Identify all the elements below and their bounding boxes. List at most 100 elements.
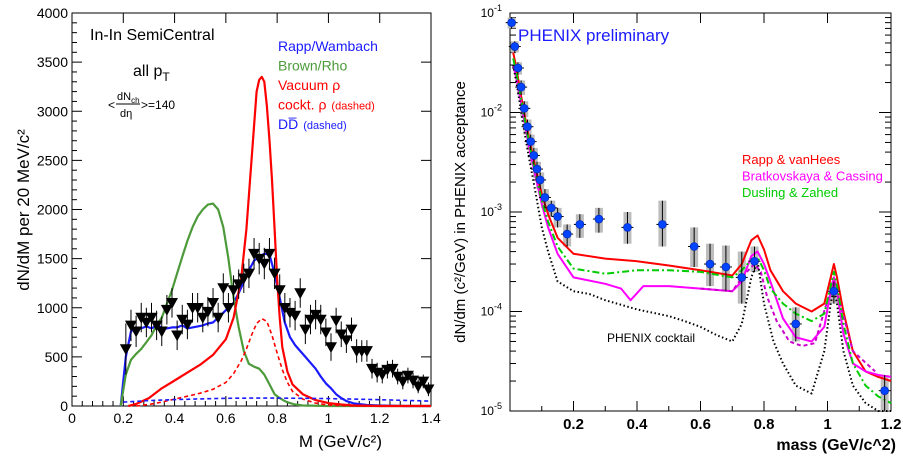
left-data-point bbox=[412, 381, 425, 393]
left-ylabel: dN/dM per 20 MeV/c² bbox=[14, 129, 33, 291]
left-legend: Rapp/Wambach Brown/Rho Vacuum ρ cockt. ρ (da… bbox=[278, 38, 378, 132]
right-data-point bbox=[594, 214, 604, 224]
left-data-point bbox=[335, 329, 348, 341]
left-data-point bbox=[150, 320, 163, 332]
left-data-point bbox=[232, 279, 245, 291]
left-x-tick-label: 1.4 bbox=[421, 410, 441, 426]
right-data-point bbox=[513, 63, 523, 73]
left-data-point bbox=[212, 312, 225, 324]
left-y-tick-label: 0 bbox=[60, 398, 68, 414]
right-x-tick-label: 0.8 bbox=[754, 416, 775, 433]
right-data-point bbox=[523, 122, 532, 131]
left-data-point bbox=[273, 285, 286, 297]
left-data-point bbox=[201, 306, 214, 318]
left-data-point bbox=[324, 342, 337, 354]
left-data-point bbox=[319, 327, 332, 339]
left-data-point bbox=[360, 346, 373, 357]
right-data-point bbox=[532, 164, 542, 174]
left-x-tick-label: 1 bbox=[325, 410, 333, 426]
left-series-layer bbox=[119, 75, 435, 408]
right-y-tick-label: 10-3 bbox=[481, 202, 502, 219]
right-data-point bbox=[529, 151, 539, 160]
right-data-point bbox=[658, 220, 667, 229]
right-legend-entry: Bratkovskaya & Cassing bbox=[742, 169, 883, 184]
left-data-point bbox=[196, 312, 209, 324]
left-legend-entry: Brown/Rho bbox=[278, 58, 347, 74]
left-data-point bbox=[299, 324, 312, 336]
left-data-point bbox=[396, 376, 409, 388]
right-data-point bbox=[737, 273, 747, 282]
left-data-point bbox=[130, 326, 143, 338]
left-axes: 0 0.2 0.4 0.6 0.8 1 1.2 1.4 0 500 1000 1500 2000 2500… bbox=[37, 5, 441, 426]
right-data-point bbox=[721, 262, 731, 272]
left-data-point bbox=[263, 248, 276, 260]
right-data-point bbox=[535, 175, 545, 185]
left-series-line bbox=[119, 202, 431, 408]
left-series-line bbox=[136, 317, 431, 407]
left-data-point bbox=[330, 315, 343, 327]
left-data-point bbox=[376, 369, 389, 381]
right-series-line bbox=[512, 64, 891, 412]
left-data-point bbox=[304, 314, 317, 326]
annotation-system: In-In SemiCentral bbox=[90, 27, 215, 44]
right-title: PHENIX preliminary bbox=[518, 26, 670, 45]
left-y-tick-label: 3500 bbox=[37, 54, 68, 70]
right-data-point bbox=[705, 259, 715, 269]
left-data-point bbox=[181, 319, 194, 331]
right-data-point bbox=[750, 256, 759, 266]
left-data-point bbox=[222, 302, 235, 314]
annotation-cocktail: PHENIX cocktail bbox=[607, 331, 695, 345]
left-data-point bbox=[422, 384, 435, 396]
right-data-point bbox=[526, 137, 535, 146]
right-x-tick-label: 0.6 bbox=[690, 416, 711, 433]
left-data-point bbox=[155, 326, 168, 338]
right-data-point bbox=[507, 18, 516, 27]
right-data-point bbox=[829, 286, 839, 296]
annotation-pt: all pT bbox=[133, 63, 170, 84]
left-data-point bbox=[160, 304, 173, 316]
right-plot-frame bbox=[509, 12, 892, 412]
mult-open: < bbox=[108, 98, 115, 112]
left-legend-entry: Vacuum ρ bbox=[278, 77, 340, 93]
right-chart: 0.2 0.4 0.6 0.8 1 1.2 10-5 10-4 10-3 10-2 10-1 PHE… bbox=[452, 3, 901, 454]
left-data-point bbox=[289, 310, 302, 322]
right-legend: Rapp & vanHees Bratkovskaya & CassingDusl… bbox=[742, 152, 883, 200]
right-data-point bbox=[540, 193, 550, 202]
left-y-tick-label: 3000 bbox=[37, 103, 68, 119]
left-legend-entry: cockt. ρ (dashed) bbox=[278, 97, 375, 113]
mult-value: >=140 bbox=[141, 98, 175, 112]
left-x-tick-label: 1.2 bbox=[370, 410, 390, 426]
left-data-point bbox=[407, 375, 420, 387]
left-x-tick-label: 0.8 bbox=[267, 410, 287, 426]
left-data-point bbox=[140, 317, 153, 329]
left-data-point bbox=[207, 298, 220, 309]
right-legend-entry: Rapp & vanHees bbox=[742, 152, 841, 167]
right-x-tick-label: 1 bbox=[823, 416, 831, 433]
left-data-point bbox=[124, 320, 137, 332]
right-xlabel: mass (GeV/c^2) bbox=[776, 437, 896, 454]
left-data-point bbox=[242, 268, 255, 280]
right-y-tick-label: 10-2 bbox=[481, 103, 502, 120]
right-data-point bbox=[575, 220, 585, 229]
right-data-point bbox=[880, 386, 889, 395]
right-data-point bbox=[791, 319, 801, 329]
right-ylabel: dN/dm (c²/GeV) in PHENIX acceptance bbox=[452, 81, 469, 343]
right-series-line bbox=[512, 58, 892, 404]
left-y-tick-label: 4000 bbox=[37, 5, 68, 21]
left-data-point bbox=[191, 302, 204, 314]
right-x-tick-label: 1.2 bbox=[881, 416, 902, 433]
left-y-tick-label: 1500 bbox=[37, 251, 68, 267]
right-data-point bbox=[516, 82, 526, 92]
annotation-multiplicity: < dNch dη >=140 bbox=[108, 91, 175, 120]
left-y-tick-label: 2500 bbox=[37, 152, 68, 168]
left-chart: 0 0.2 0.4 0.6 0.8 1 1.2 1.4 0 500 1000 1500 2000 2500… bbox=[14, 5, 441, 451]
right-data-point bbox=[546, 203, 556, 213]
left-data-point bbox=[268, 268, 281, 280]
left-y-tick-label: 2000 bbox=[37, 202, 68, 218]
right-legend-entry: Dusling & Zahed bbox=[742, 185, 838, 200]
right-y-tick-label: 10-1 bbox=[481, 3, 502, 20]
left-data-point bbox=[237, 273, 250, 285]
mult-num: dNch bbox=[117, 91, 140, 105]
left-data-point bbox=[386, 363, 399, 375]
left-x-tick-label: 0 bbox=[68, 410, 76, 426]
